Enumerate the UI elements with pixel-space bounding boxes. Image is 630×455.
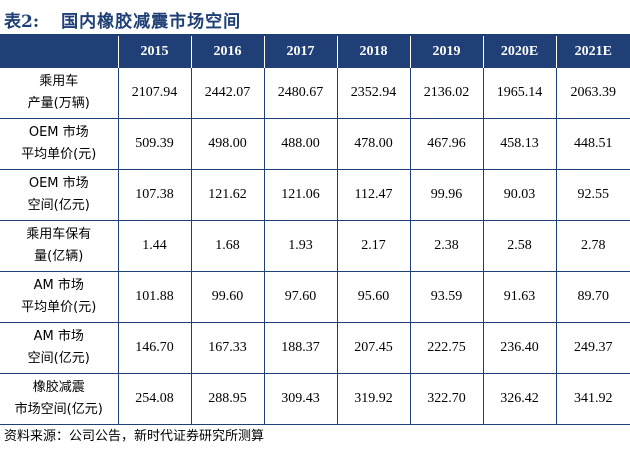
value-cell: 207.45 xyxy=(336,322,410,374)
value-cell: 249.37 xyxy=(555,322,630,374)
value-cell: 2107.94 xyxy=(117,68,191,119)
value-cell: 97.60 xyxy=(263,271,337,323)
value-cell: 146.70 xyxy=(117,322,191,374)
row-label-line: 乘用车 xyxy=(39,74,79,89)
table-row: 乘用车保有 量(亿辆) 1.44 1.68 1.93 2.17 2.38 2.58 2.78 xyxy=(0,220,630,272)
table-row: 橡胶减震 市场空间(亿元) 254.08 288.95 309.43 319.92 322.… xyxy=(0,373,630,425)
value-cell: 93.59 xyxy=(409,271,483,323)
value-cell: 458.13 xyxy=(482,118,556,170)
header-cell-2020e: 2020E xyxy=(482,36,556,68)
value-cell: 2136.02 xyxy=(409,68,483,119)
table-row: AM 市场 平均单价(元) 101.88 99.60 97.60 95.60 93.59 91… xyxy=(0,271,630,323)
row-label-line: 市场空间(亿元) xyxy=(14,402,103,417)
row-label-line: 空间(亿元) xyxy=(27,351,90,366)
value-cell: 2.38 xyxy=(409,220,483,272)
row-label: OEM 市场 空间(亿元) xyxy=(0,173,118,217)
value-cell: 92.55 xyxy=(555,169,630,221)
header-row: 2015 2016 2017 2018 2019 2020E 2021E xyxy=(0,36,630,68)
value-cell: 488.00 xyxy=(263,118,337,170)
row-label-line: 平均单价(元) xyxy=(21,147,97,162)
row-label-line: 量(亿辆) xyxy=(34,249,84,264)
value-cell: 95.60 xyxy=(336,271,410,323)
value-cell: 101.88 xyxy=(117,271,191,323)
value-cell: 112.47 xyxy=(336,169,410,221)
header-cell-2017: 2017 xyxy=(263,36,337,68)
value-cell: 107.38 xyxy=(117,169,191,221)
value-cell: 288.95 xyxy=(190,373,264,425)
value-cell: 467.96 xyxy=(409,118,483,170)
table-title-text: 国内橡胶减震市场空间 xyxy=(61,11,242,32)
value-cell: 319.92 xyxy=(336,373,410,425)
value-cell: 498.00 xyxy=(190,118,264,170)
value-cell: 188.37 xyxy=(263,322,337,374)
value-cell: 322.70 xyxy=(409,373,483,425)
value-cell: 1.44 xyxy=(117,220,191,272)
value-cell: 89.70 xyxy=(555,271,630,323)
row-label-line: AM 市场 xyxy=(33,278,84,293)
row-label-cell: 橡胶减震市场空间(亿元) xyxy=(0,373,118,425)
value-cell: 254.08 xyxy=(117,373,191,425)
table-row: AM 市场 空间(亿元) 146.70 167.33 188.37 207.45 222.7… xyxy=(0,322,630,374)
table-number: 表2: xyxy=(4,11,40,32)
value-cell: 2.78 xyxy=(555,220,630,272)
row-label-cell: OEM 市场 空间(亿元) xyxy=(0,169,118,221)
row-label: 乘用车保有量(亿辆) xyxy=(0,224,118,268)
header-cell-2016: 2016 xyxy=(190,36,264,68)
value-cell: 121.06 xyxy=(263,169,337,221)
row-label-line: OEM 市场 xyxy=(28,176,89,191)
value-cell: 167.33 xyxy=(190,322,264,374)
value-cell: 121.62 xyxy=(190,169,264,221)
value-cell: 236.40 xyxy=(482,322,556,374)
source-note: 资料来源：公司公告，新时代证券研究所测算 xyxy=(4,429,265,444)
value-cell: 1.68 xyxy=(190,220,264,272)
row-label: 橡胶减震市场空间(亿元) xyxy=(0,377,118,421)
value-cell: 2063.39 xyxy=(555,68,630,119)
row-label: AM 市场平均单价(元) xyxy=(0,275,118,319)
row-label: OEM 市场 平均单价(元) xyxy=(0,122,118,166)
value-cell: 222.75 xyxy=(409,322,483,374)
title-divider xyxy=(0,34,630,36)
value-cell: 1965.14 xyxy=(482,68,556,119)
value-cell: 99.60 xyxy=(190,271,264,323)
value-cell: 2.17 xyxy=(336,220,410,272)
value-cell: 448.51 xyxy=(555,118,630,170)
value-cell: 309.43 xyxy=(263,373,337,425)
row-label: 乘用车产量(万辆) xyxy=(0,71,118,115)
value-cell: 2480.67 xyxy=(263,68,337,119)
row-label-line: 乘用车保有 xyxy=(26,227,92,242)
value-cell: 509.39 xyxy=(117,118,191,170)
data-table: 2015 2016 2017 2018 2019 2020E 2021E 乘用车… xyxy=(0,36,630,425)
row-label-line: 产量(万辆) xyxy=(27,96,90,111)
table-row: OEM 市场 平均单价(元) 509.39 498.00 488.00 478.00 467… xyxy=(0,118,630,170)
value-cell: 341.92 xyxy=(555,373,630,425)
table-row: OEM 市场 空间(亿元) 107.38 121.62 121.06 112.47 99.9… xyxy=(0,169,630,221)
value-cell: 2442.07 xyxy=(190,68,264,119)
header-cell-2015: 2015 xyxy=(117,36,191,68)
value-cell: 1.93 xyxy=(263,220,337,272)
row-label-line: 空间(亿元) xyxy=(27,198,90,213)
header-cell-2018: 2018 xyxy=(336,36,410,68)
value-cell: 91.63 xyxy=(482,271,556,323)
row-label-line: 橡胶减震 xyxy=(32,380,85,395)
row-label-cell: 乘用车保有量(亿辆) xyxy=(0,220,118,272)
table-title: 表2: 国内橡胶减震市场空间 xyxy=(4,6,241,32)
row-label-cell: AM 市场空间(亿元) xyxy=(0,322,118,374)
row-label-cell: 乘用车产量(万辆) xyxy=(0,68,118,119)
value-cell: 2352.94 xyxy=(336,68,410,119)
value-cell: 326.42 xyxy=(482,373,556,425)
row-label-line: 平均单价(元) xyxy=(21,300,97,315)
row-label-line: OEM 市场 xyxy=(28,125,89,140)
table-row: 乘用车 产量(万辆) 2107.94 2442.07 2480.67 2352.94 213… xyxy=(0,68,630,119)
value-cell: 99.96 xyxy=(409,169,483,221)
header-cell-2019: 2019 xyxy=(409,36,483,68)
row-label-cell: AM 市场平均单价(元) xyxy=(0,271,118,323)
header-cell-2021e: 2021E xyxy=(555,36,630,68)
value-cell: 90.03 xyxy=(482,169,556,221)
row-label-cell: OEM 市场 平均单价(元) xyxy=(0,118,118,170)
row-label-line: AM 市场 xyxy=(33,329,84,344)
row-label: AM 市场空间(亿元) xyxy=(0,326,118,370)
header-cell-corner xyxy=(0,36,118,68)
value-cell: 2.58 xyxy=(482,220,556,272)
value-cell: 478.00 xyxy=(336,118,410,170)
